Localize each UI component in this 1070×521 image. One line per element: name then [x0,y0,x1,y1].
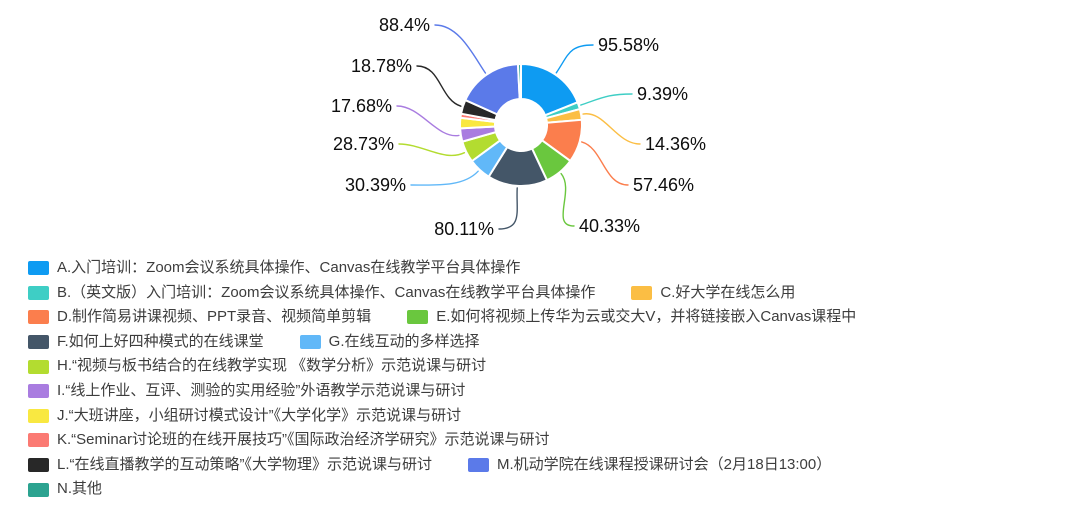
legend-label-L: L.“在线直播教学的互动策略”《大学物理》示范说课与研讨 [57,455,433,473]
legend-item-J[interactable]: J.“大班讲座，小组研讨模式设计”《大学化学》示范说课与研讨 [28,404,461,429]
legend-swatch-A [28,261,49,276]
legend-swatch-K [28,433,49,448]
legend-item-D[interactable]: D.制作简易讲课视频、PPT录音、视频简单剪辑 [28,305,371,330]
legend-item-F[interactable]: F.如何上好四种模式的在线课堂 [28,330,264,355]
legend-swatch-G [299,335,321,350]
leader-line-C [582,113,641,145]
leader-line-A [555,44,594,74]
segment-N[interactable] [516,63,522,101]
pct-label-L: 18.78% [351,56,412,76]
legend-swatch-E [407,310,429,325]
legend-row: H.“视频与板书结合的在线教学实现 《数学分析》示范说课与研讨 [28,354,1058,379]
legend-row: N.其他 [28,477,1058,502]
legend-swatch-D [28,310,49,325]
legend-label-B: B.（英文版）入门培训：Zoom会议系统具体操作、Canvas在线教学平台具体操… [57,283,596,301]
leader-line-B [580,93,633,106]
leader-line-H [398,143,466,157]
pct-label-I: 17.68% [331,96,392,116]
legend-label-F: F.如何上好四种模式的在线课堂 [57,332,264,350]
donut-chart: 95.58% 9.39% 14.36% 57.46% 40.33% 80.11% 30.39… [0,0,1070,252]
legend-swatch-H [28,359,49,374]
legend-label-A: A.入门培训：Zoom会议系统具体操作、Canvas在线教学平台具体操作 [57,259,521,276]
legend-item-E[interactable]: E.如何将视频上传华为云或交大V，并将链接嵌入Canvas课程中 [407,305,856,330]
pct-label-D: 57.46% [633,175,694,195]
leader-line-G [410,170,479,186]
legend-label-E: E.如何将视频上传华为云或交大V，并将链接嵌入Canvas课程中 [436,308,857,326]
legend-swatch-C [631,285,653,300]
pct-label-G: 30.39% [345,175,406,195]
legend-label-J: J.“大班讲座，小组研讨模式设计”《大学化学》示范说课与研讨 [57,406,462,424]
legend-label-K: K.“Seminar讨论班的在线开展技巧”《国际政治经济学研究》示范说课与研讨 [57,431,550,449]
leader-line-M [434,24,487,74]
legend-item-M[interactable]: M.机动学院在线课程授课研讨会（2月18日13:00） [468,453,831,478]
legend-label-H: H.“视频与板书结合的在线教学实现 《数学分析》示范说课与研讨 [57,357,487,375]
pct-label-F: 80.11% [434,219,494,239]
legend-item-A[interactable]: A.入门培训：Zoom会议系统具体操作、Canvas在线教学平台具体操作 [28,256,520,281]
legend-swatch-B [28,285,49,300]
pct-label-M: 88.4% [379,15,430,35]
leader-line-F [498,187,518,230]
leader-line-D [580,141,629,186]
donut-chart-svg: 95.58% 9.39% 14.36% 57.46% 40.33% 80.11% 30.39… [331,15,706,239]
pct-label-C: 14.36% [645,134,706,154]
legend-item-N[interactable]: N.其他 [28,477,102,502]
legend-item-G[interactable]: G.在线互动的多样选择 [299,330,480,355]
legend-label-G: G.在线互动的多样选择 [328,332,480,350]
legend-row: B.（英文版）入门培训：Zoom会议系统具体操作、Canvas在线教学平台具体操… [28,281,1058,306]
leader-line-I [396,105,460,137]
legend-item-K[interactable]: K.“Seminar讨论班的在线开展技巧”《国际政治经济学研究》示范说课与研讨 [28,428,550,453]
legend-row: A.入门培训：Zoom会议系统具体操作、Canvas在线教学平台具体操作 [28,256,1058,281]
legend-swatch-L [28,458,49,473]
leader-line-L [416,65,462,107]
legend-item-H[interactable]: H.“视频与板书结合的在线教学实现 《数学分析》示范说课与研讨 [28,354,486,379]
pct-label-A: 95.58% [598,35,659,55]
legend-row: K.“Seminar讨论班的在线开展技巧”《国际政治经济学研究》示范说课与研讨 [28,428,1058,453]
pct-label-H: 28.73% [333,134,394,154]
legend-item-L[interactable]: L.“在线直播教学的互动策略”《大学物理》示范说课与研讨 [28,453,432,478]
pct-label-B: 9.39% [637,84,688,104]
legend-item-I[interactable]: I.“线上作业、互评、测验的实用经验”外语教学示范说课与研讨 [28,379,465,404]
legend-swatch-N [28,482,49,497]
legend-label-D: D.制作简易讲课视频、PPT录音、视频简单剪辑 [57,308,372,326]
leader-line-E [560,172,575,227]
legend-swatch-M [468,458,490,473]
chart-legend: A.入门培训：Zoom会议系统具体操作、Canvas在线教学平台具体操作 B.（英… [28,256,1058,502]
legend-swatch-J [28,408,49,423]
legend-swatch-F [28,335,49,350]
legend-row: L.“在线直播教学的互动策略”《大学物理》示范说课与研讨 M.机动学院在线课程授课… [28,453,1058,478]
legend-label-C: C.好大学在线怎么用 [660,283,796,301]
legend-item-C[interactable]: C.好大学在线怎么用 [631,281,795,306]
legend-row: F.如何上好四种模式的在线课堂 G.在线互动的多样选择 [28,330,1058,355]
legend-item-B[interactable]: B.（英文版）入门培训：Zoom会议系统具体操作、Canvas在线教学平台具体操… [28,281,595,306]
legend-row: I.“线上作业、互评、测验的实用经验”外语教学示范说课与研讨 [28,379,1058,404]
legend-row: J.“大班讲座，小组研讨模式设计”《大学化学》示范说课与研讨 [28,404,1058,429]
legend-label-N: N.其他 [57,480,103,498]
legend-swatch-I [28,384,49,399]
legend-label-M: M.机动学院在线课程授课研讨会（2月18日13:00） [497,455,832,473]
legend-label-I: I.“线上作业、互评、测验的实用经验”外语教学示范说课与研讨 [57,381,466,399]
legend-row: D.制作简易讲课视频、PPT录音、视频简单剪辑 E.如何将视频上传华为云或交大V，… [28,305,1058,330]
pct-label-E: 40.33% [579,216,640,236]
